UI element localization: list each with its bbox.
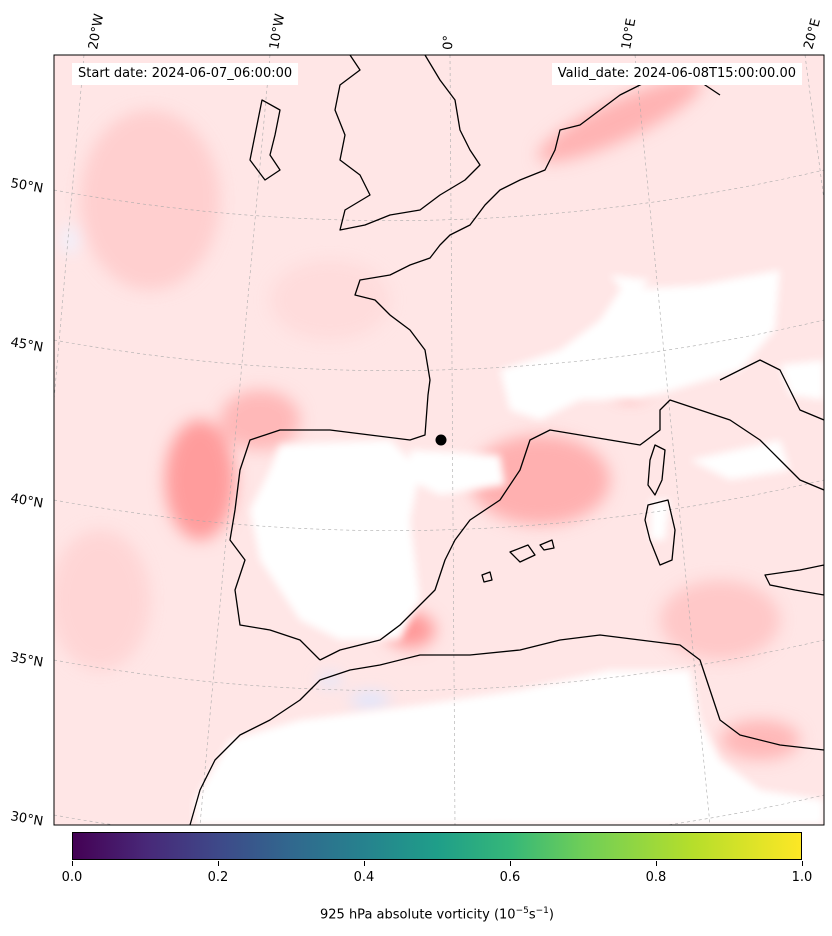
map-panel <box>54 55 824 825</box>
lon-label-0: 0° <box>441 35 457 50</box>
colorbar-tick-label: 0.4 <box>353 870 375 885</box>
latitude-labels: 50°N 45°N 40°N 35°N 30°N <box>9 176 44 829</box>
valid-date-label: Valid_date: 2024-06-08T15:00:00.00 <box>551 63 802 85</box>
graticule <box>54 55 824 825</box>
map-frame <box>53 54 825 826</box>
colorbar-tick-label: 0.6 <box>499 870 521 885</box>
lat-label-40n: 40°N <box>9 491 44 511</box>
start-date-label: Start date: 2024-06-07_06:00:00 <box>72 63 299 85</box>
lat-label-45n: 45°N <box>9 335 44 355</box>
lat-label-35n: 35°N <box>9 650 44 670</box>
location-marker <box>435 434 447 446</box>
colorbar <box>72 832 802 860</box>
colorbar-tick-mark <box>509 861 511 866</box>
colorbar-tick-label: 0.0 <box>61 870 83 885</box>
colorbar-tick-mark <box>655 861 657 866</box>
colorbar-tick-mark <box>217 861 219 866</box>
colorbar-tick-mark <box>363 861 365 866</box>
colorbar-label: 925 hPa absolute vorticity (10−5s−1) <box>320 906 554 923</box>
lat-label-30n: 30°N <box>9 809 44 829</box>
lon-label-20w: 20°W <box>86 13 107 51</box>
colorbar-tick-label: 0.8 <box>645 870 667 885</box>
longitude-labels: 20°W 10°W 0° 10°E 20°E <box>86 13 824 51</box>
lon-label-10w: 10°W <box>267 13 288 51</box>
masked-areas <box>195 270 824 825</box>
colorbar-tick-mark <box>801 861 803 866</box>
lat-label-50n: 50°N <box>9 176 44 196</box>
lon-label-10e: 10°E <box>619 17 639 50</box>
coastlines <box>189 55 824 825</box>
colorbar-tick-label: 0.2 <box>207 870 229 885</box>
lon-label-20e: 20°E <box>801 17 824 51</box>
colorbar-tick-mark <box>71 861 73 866</box>
colorbar-tick-label: 1.0 <box>791 870 813 885</box>
